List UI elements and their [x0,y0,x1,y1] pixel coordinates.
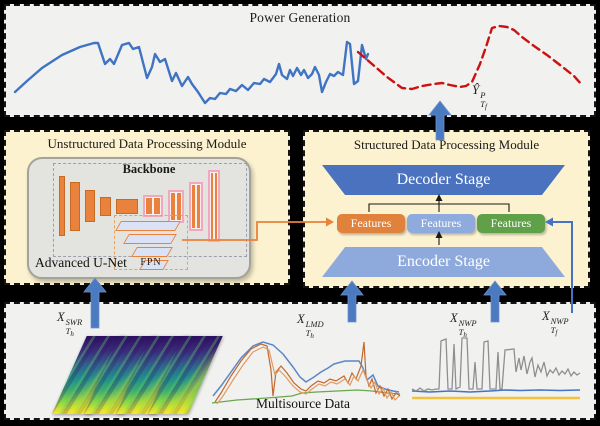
nwp-gray-line [411,337,581,392]
swr-heatmap-stack [34,332,223,418]
conv-layer-bar [70,181,80,231]
forecast-label-sup: P [480,90,486,100]
lmd-blue-line [212,341,400,397]
label-subsub: h [70,329,74,338]
label-sub: T [65,325,71,336]
nwp-chart [411,337,581,400]
decoder-label: Decoder Stage [396,171,491,188]
conv-layer-bar [116,198,138,214]
forecast-label-base: Ŷ [472,82,480,97]
nwp-th-label: X NWP Th [450,311,477,339]
nwp-tf-label: X NWP Tf [542,309,569,337]
structured-module-panel: Structured Data Processing Module Decode… [303,130,590,288]
label-sup: SWR [65,317,83,327]
conv-layer-bar [85,190,95,222]
feature-box-nwp: Features [477,214,545,233]
conv-layer-group [189,181,203,231]
label-subsub: h [310,331,314,340]
structured-module-title: Structured Data Processing Module [353,137,540,152]
label-base: X [542,309,550,323]
forecast-label-sub: T [480,98,485,109]
power-generation-title: Power Generation [249,10,351,25]
backbone-layers [59,165,220,247]
forecast-label: Ŷ P Tf [472,82,487,111]
label-base: X [57,310,65,324]
power-chart [13,24,584,105]
conv-layer-group [143,195,163,217]
multisource-data-title: Multisource Data [255,396,351,411]
lmd-label: X LMD Th [297,312,324,340]
conv-layer-bar [100,196,111,216]
fpn-level [115,221,181,231]
label-sup: LMD [305,319,324,329]
unstructured-module-panel: Unstructured Data Processing Module Back… [4,130,290,285]
decoder-stage: Decoder Stage [322,165,565,195]
lmd-chart [211,341,401,405]
conv-layer-group [208,170,220,242]
label-subsub: f [555,328,558,337]
lmd-orange-line [214,341,401,403]
nwp-blue-line [411,389,581,393]
label-base: X [297,312,305,326]
advanced-unet-label: Advanced U-Net [35,255,127,270]
label-sub: T [458,326,464,337]
label-sub: T [305,327,311,338]
history-line [13,40,370,105]
conv-layer-bar [59,176,65,236]
label-base: X [450,311,458,325]
feature-label: Features [490,216,532,230]
swr-label: X SWR Th [57,310,82,338]
fpn-label: FPN [140,257,162,268]
encoder-stage: Encoder Stage [322,247,565,277]
label-sup: NWP [550,316,569,326]
feature-box-image: Features [337,214,405,233]
feature-box-encoder: Features [407,214,475,233]
unstructured-module-title: Unstructured Data Processing Module [47,136,247,151]
label-sub: T [550,324,556,335]
label-subsub: h [463,330,467,339]
label-sup: NWP [458,318,477,328]
fpn-level [123,234,177,244]
forecast-line [356,24,584,91]
encoder-label: Encoder Stage [397,253,490,270]
backbone-label: Backbone [122,162,176,176]
power-generation-panel: Power Generation Ŷ P Tf [4,4,596,117]
feature-label: Features [420,216,462,230]
multisource-data-panel: X SWR Th X LMD Th X NWP Th X NWP Tf Multisource … [4,302,596,420]
feature-label: Features [350,216,392,230]
fpn-box: FPN [114,215,188,270]
advanced-unet-box: Backbone [27,157,251,279]
forecast-label-subsub: f [484,102,487,111]
lmd-orange-line-2 [216,346,400,405]
fpn-level [131,247,173,257]
